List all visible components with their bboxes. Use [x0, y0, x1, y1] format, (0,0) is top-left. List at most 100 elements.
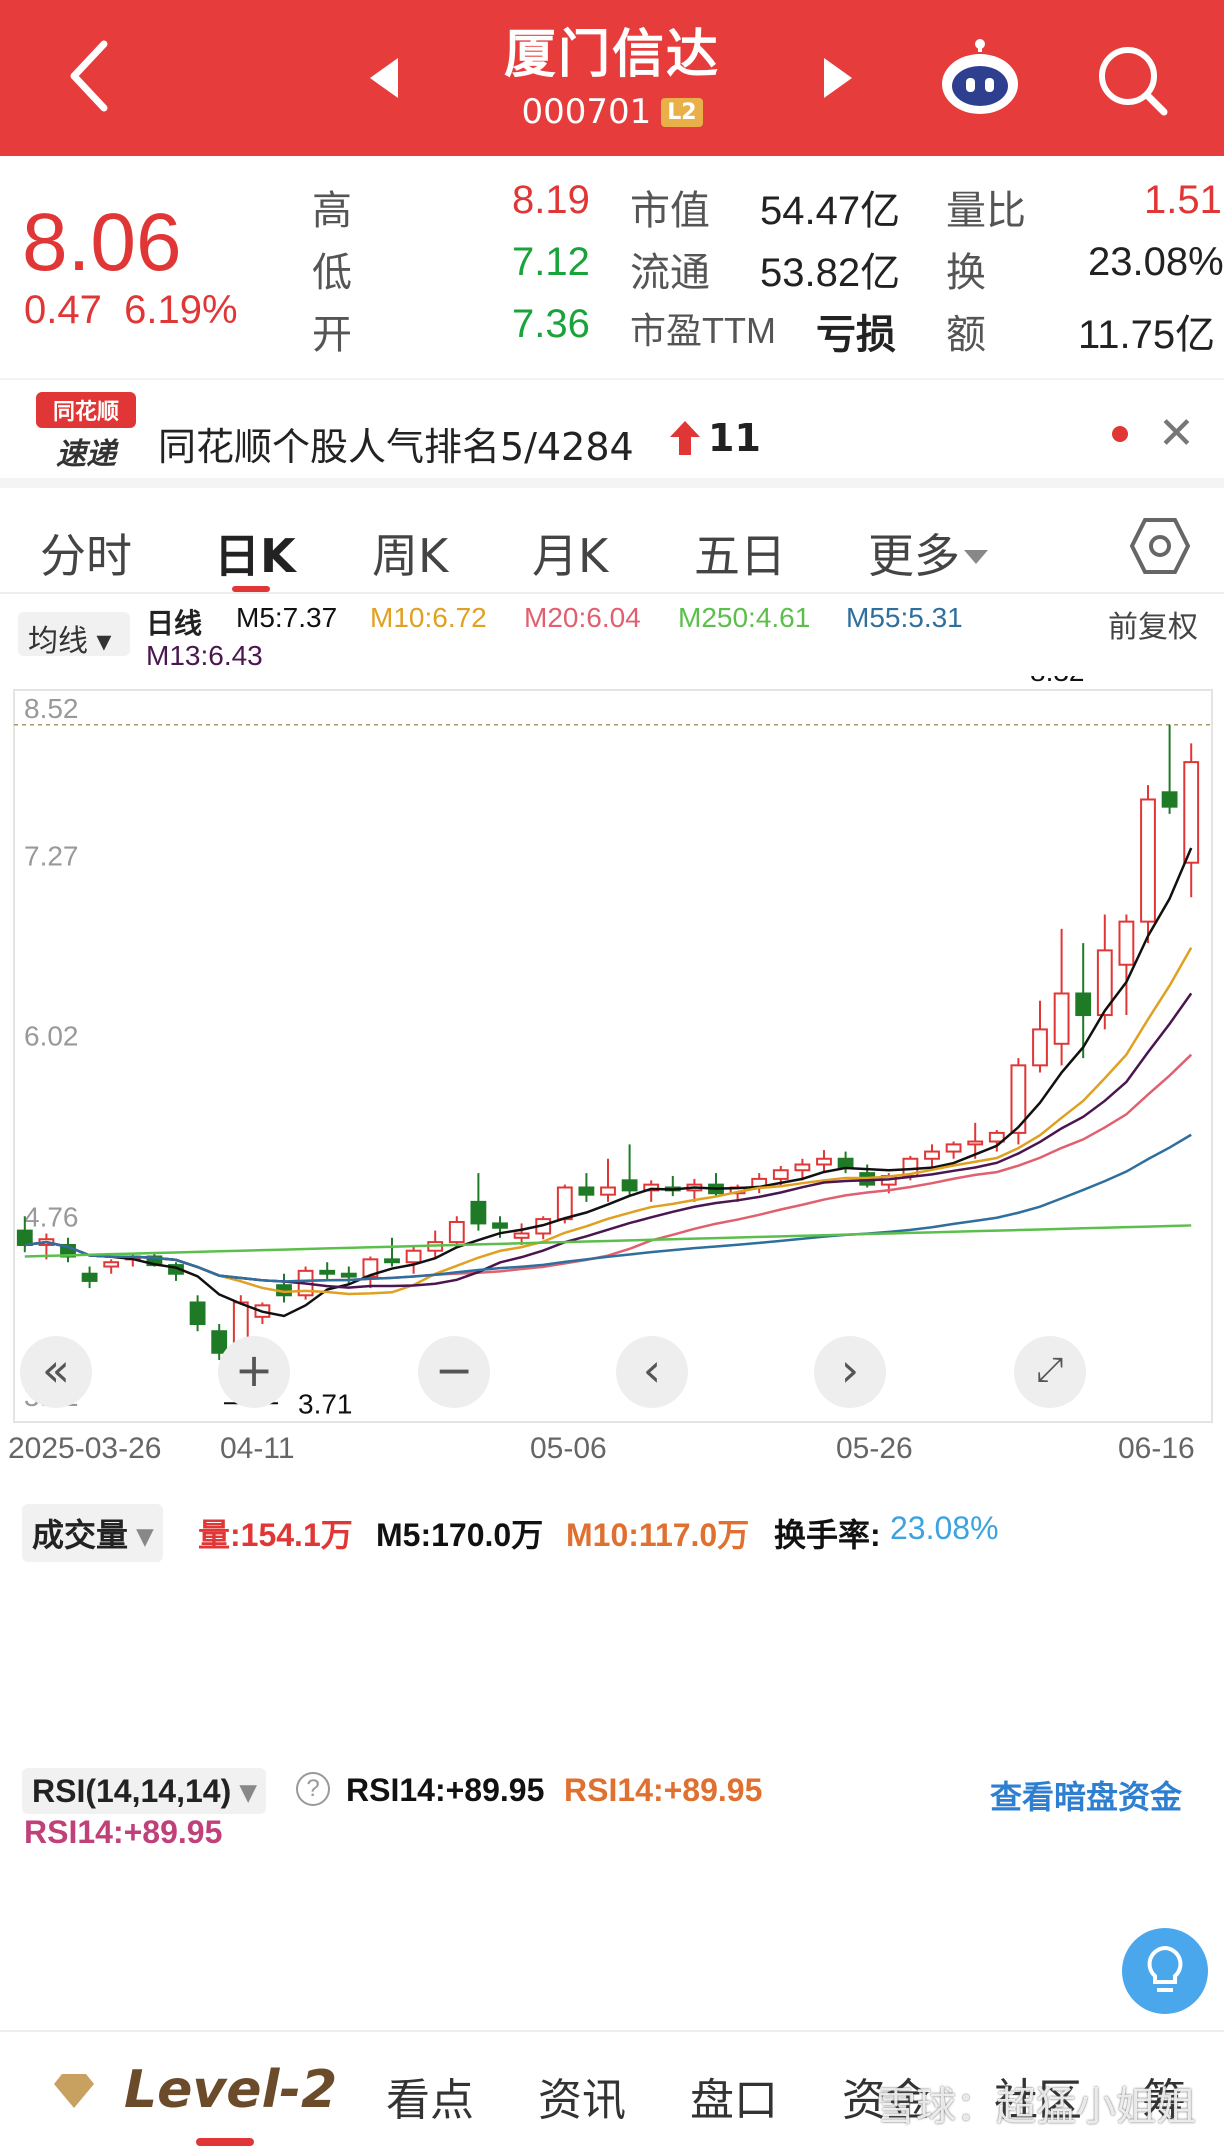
candle-body — [600, 1186, 616, 1196]
candle-body — [1010, 1064, 1027, 1134]
level2-button[interactable]: Level-2 — [124, 2060, 338, 2120]
diamond-icon — [54, 2074, 94, 2108]
min-price-label: 3.71 — [298, 1388, 353, 1419]
tab-intraday[interactable]: 分时 — [40, 529, 132, 583]
tab-more-label: 更多 — [868, 529, 960, 583]
candle-body — [643, 1183, 660, 1192]
candle-body — [945, 1143, 962, 1153]
candle-body — [448, 1220, 465, 1244]
candle-body — [816, 1157, 832, 1166]
ma-dropdown-label: 均线 — [28, 625, 88, 658]
mktcap-label: 市值 — [630, 189, 710, 233]
level2-badge: L2 — [661, 98, 703, 127]
candle-body — [794, 1163, 811, 1172]
y-tick-label: 4.76 — [24, 1201, 79, 1232]
pan-left-icon[interactable]: ‹ — [616, 1336, 688, 1408]
logo-text-bottom: 速递 — [56, 437, 119, 472]
rsi-legend: RSI(14,14,14) ▾ ? RSI14:+89.95 RSI14:+89… — [0, 1768, 1224, 1868]
stock-code-row: 000701 L2 — [0, 92, 1224, 132]
logo-text-top: 同花顺 — [53, 399, 119, 425]
rank-change: 11 — [670, 416, 761, 460]
low-label: 低 — [312, 251, 352, 295]
candle-body — [556, 1186, 573, 1221]
float-label: 流通 — [630, 251, 710, 295]
rsi-indicator-dropdown[interactable]: RSI(14,14,14) ▾ — [22, 1768, 267, 1814]
rewind-icon[interactable]: « — [20, 1336, 92, 1408]
candle-body — [988, 1131, 1005, 1143]
tab-daily-k[interactable]: 日K — [214, 529, 296, 583]
y-tick-label: 8.52 — [24, 693, 79, 724]
ma5-value: M5:7.37 — [236, 602, 338, 633]
popularity-banner[interactable]: 同花顺 速递 同花顺个股人气排名5/4284 11 ✕ — [0, 378, 1224, 488]
chevron-left-icon[interactable] — [60, 36, 120, 116]
turnover-label: 换 — [946, 251, 986, 295]
mktcap-value: 54.47亿 — [760, 189, 901, 233]
candle-body — [924, 1150, 940, 1160]
current-price: 8.06 — [22, 197, 182, 288]
rank-change-value: 11 — [708, 416, 761, 460]
robot-icon[interactable] — [938, 38, 1022, 116]
tab-weekly-k[interactable]: 周K — [372, 529, 449, 583]
tab-monthly-k[interactable]: 月K — [532, 529, 609, 583]
triangle-left-icon[interactable] — [370, 58, 398, 98]
open-value: 7.36 — [512, 302, 590, 346]
pan-right-icon[interactable]: › — [814, 1336, 886, 1408]
price-change: 0.47 6.19% — [24, 288, 238, 333]
help-icon[interactable]: ? — [296, 1772, 330, 1806]
rsi-value-3: RSI14:+89.95 — [24, 1814, 223, 1850]
nav-news[interactable]: 资讯 — [538, 2075, 626, 2126]
ma5-line — [24, 847, 1193, 1318]
x-tick-label: 04-11 — [220, 1432, 295, 1465]
volume-value: 量:154.1万 — [198, 1517, 353, 1553]
period-label: 日线 — [146, 608, 203, 639]
x-tick-label: 06-16 — [1118, 1432, 1195, 1465]
zoom-out-icon[interactable]: − — [418, 1336, 490, 1408]
candle-body — [470, 1200, 487, 1225]
candle-body — [772, 1169, 789, 1180]
candle-body — [340, 1272, 357, 1278]
settings-hexagon-icon[interactable] — [1130, 516, 1190, 576]
ma13-value: M13:6.43 — [146, 640, 263, 671]
candle-body — [1118, 920, 1135, 966]
kline-chart[interactable]: 8.527.276.024.763.518.323.712025-03-2604… — [0, 676, 1224, 1498]
tab-five-day[interactable]: 五日 — [694, 529, 786, 583]
nav-capital[interactable]: 资金 — [842, 2075, 930, 2126]
candle-body — [1183, 761, 1200, 864]
y-tick-label: 7.27 — [24, 841, 79, 872]
stock-code: 000701 — [521, 92, 652, 132]
period-tabs: 分时 日K 周K 月K 五日 更多 — [0, 498, 1224, 594]
caret-down-icon: ▾ — [136, 1517, 153, 1553]
tab-more[interactable]: 更多 — [868, 520, 988, 586]
volume-button-label: 成交量 — [32, 1517, 129, 1553]
volume-ma10: M10:117.0万 — [566, 1517, 750, 1553]
level2-indicator — [196, 2138, 254, 2146]
pe-label: 市盈TTM — [630, 310, 776, 351]
pe-value: 亏损 — [816, 313, 896, 357]
active-tab-indicator — [232, 586, 270, 592]
nav-chips[interactable]: 筹 — [1142, 2075, 1186, 2126]
close-icon[interactable]: ✕ — [1158, 408, 1195, 459]
candle-body — [81, 1272, 98, 1282]
chart-frame — [13, 689, 1213, 1423]
volume-indicator-dropdown[interactable]: 成交量 ▾ — [22, 1504, 163, 1562]
nav-orderbook[interactable]: 盘口 — [690, 2075, 778, 2126]
lightbulb-icon[interactable] — [1122, 1928, 1208, 2014]
adjust-mode[interactable]: 前复权 — [1108, 611, 1198, 644]
ma-dropdown[interactable]: 均线 ▾ — [18, 612, 130, 658]
candle-body — [1096, 949, 1113, 1017]
ma-legend: 均线 ▾ 日线 M5:7.37 M10:6.72 M20:6.04 M250:4… — [0, 596, 1224, 676]
nav-community[interactable]: 社区 — [994, 2075, 1082, 2126]
triangle-right-icon[interactable] — [824, 58, 852, 98]
nav-highlights[interactable]: 看点 — [386, 2075, 474, 2126]
fullscreen-icon[interactable]: ⤢ — [1014, 1336, 1086, 1408]
ths-logo: 同花顺 速递 — [36, 392, 136, 472]
x-tick-label: 05-06 — [530, 1432, 607, 1465]
zoom-in-icon[interactable]: + — [218, 1336, 290, 1408]
dark-pool-link[interactable]: 查看暗盘资金 — [990, 1779, 1183, 1815]
rsi-value-2: RSI14:+89.95 — [564, 1772, 763, 1808]
candle-body — [578, 1186, 595, 1196]
candle-body — [189, 1301, 206, 1326]
search-icon[interactable] — [1092, 40, 1172, 120]
candle-body — [1140, 798, 1156, 923]
candle-body — [384, 1258, 400, 1264]
